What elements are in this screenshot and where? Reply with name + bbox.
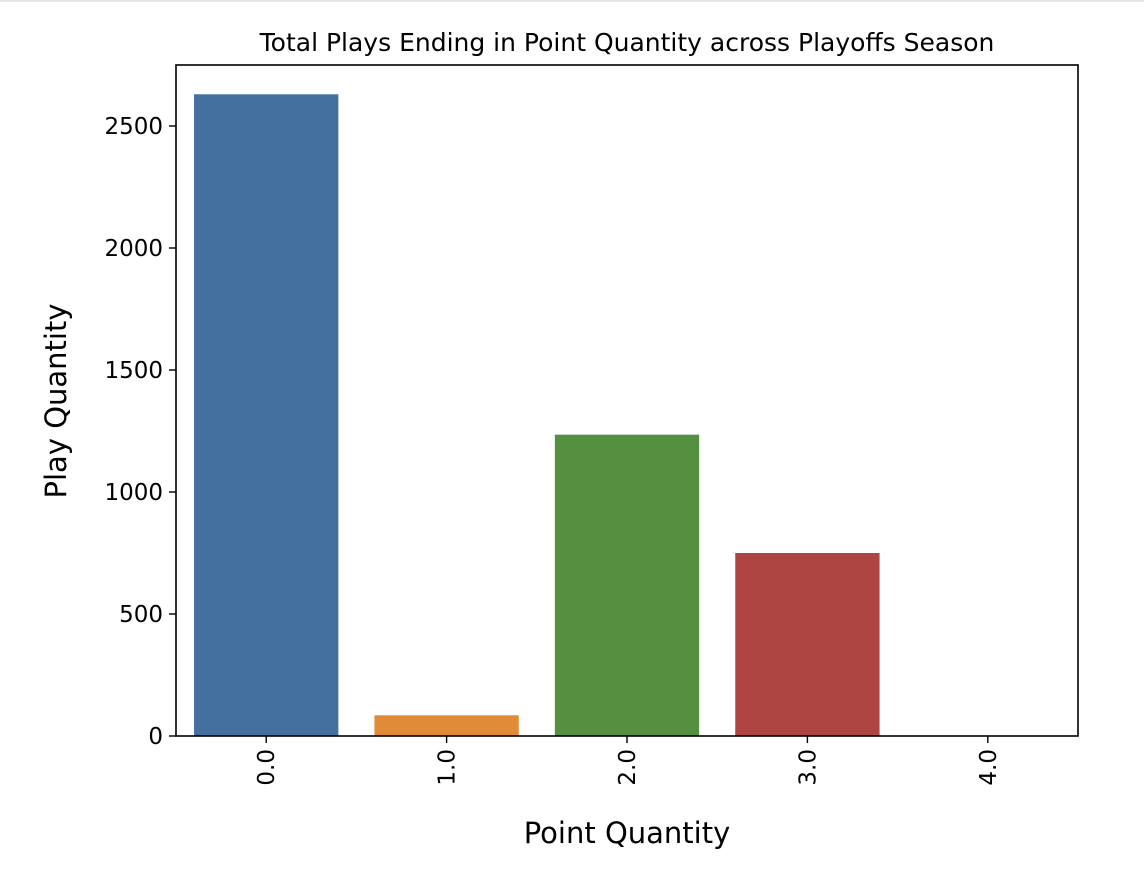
x-tick-label: 0.0 [254, 749, 280, 786]
y-tick-label: 1500 [104, 358, 163, 384]
y-axis: 0 500 1000 1500 2000 2500 [104, 114, 176, 750]
x-tick-label: 2.0 [615, 749, 641, 786]
top-divider [0, 0, 1144, 2]
y-tick-label: 500 [119, 602, 163, 628]
x-tick-label: 3.0 [795, 749, 821, 786]
x-axis: 0.0 1.0 2.0 3.0 4.0 [254, 736, 1002, 786]
x-tick-label: 1.0 [435, 749, 461, 786]
bar-1.0 [374, 715, 519, 736]
y-tick-label: 1000 [104, 480, 163, 506]
y-tick-label: 0 [148, 724, 163, 750]
plot-area [194, 94, 1060, 736]
bar-3.0 [735, 553, 880, 736]
chart-title: Total Plays Ending in Point Quantity acr… [259, 28, 995, 57]
y-tick-label: 2000 [104, 236, 163, 262]
y-axis-label: Play Quantity [39, 303, 73, 498]
x-tick-label: 4.0 [976, 749, 1002, 786]
x-axis-label: Point Quantity [524, 816, 731, 850]
bar-2.0 [554, 434, 700, 736]
bar-0.0 [194, 94, 339, 736]
y-tick-label: 2500 [104, 114, 163, 140]
